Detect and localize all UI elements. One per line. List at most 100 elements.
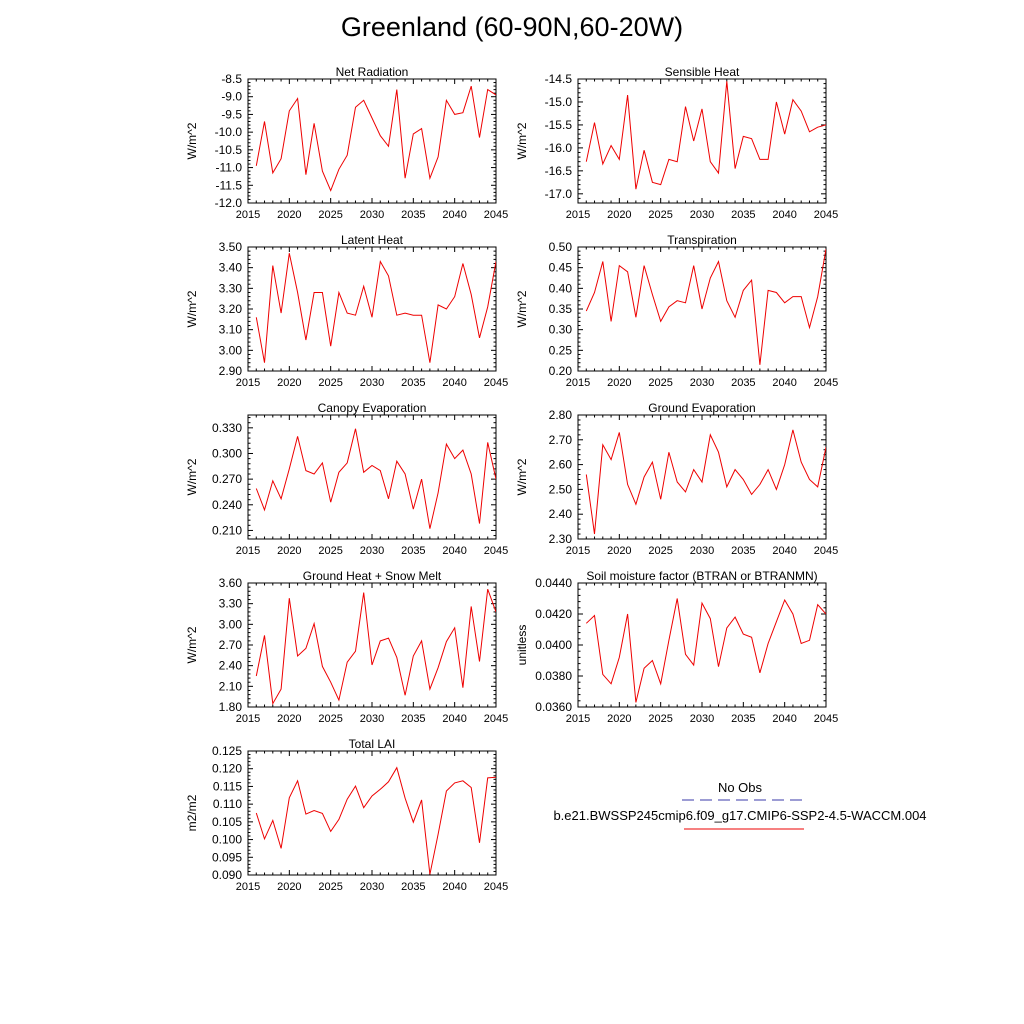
panel-3-ytick-label: 0.20 [549, 364, 573, 378]
panel-7-series-line [585, 598, 826, 703]
panel-3-ytick-label: 0.45 [549, 261, 573, 275]
panel-7-xtick-label: 2045 [814, 713, 838, 725]
panel-5-ytick-label: 2.80 [549, 408, 573, 422]
panel-6-xtick-label: 2030 [360, 713, 384, 725]
panel-5-series-line [585, 429, 826, 535]
panel-4-ylabel: W/m^2 [185, 458, 199, 495]
panel-3-xtick-label: 2035 [731, 377, 755, 389]
panel-2-title: Latent Heat [341, 233, 404, 247]
figure-title: Greenland (60-90N,60-20W) [340, 12, 684, 42]
legend-obs-label: No Obs [717, 780, 763, 795]
panel-8-frame [247, 750, 497, 876]
panel-3-ylabel: W/m^2 [515, 290, 529, 327]
panel-6-ytick-label: 3.30 [219, 597, 243, 611]
panel-7-ytick-label: 0.0360 [535, 700, 572, 714]
panel-5-ytick-label: 2.40 [549, 507, 573, 521]
panel-6-xtick-label: 2045 [484, 713, 508, 725]
panel-4-ytick-label: 0.270 [212, 472, 242, 486]
panel-4-ytick-label: 0.330 [212, 421, 242, 435]
panel-3-xtick-label: 2045 [814, 377, 838, 389]
panel-0-xtick-label: 2030 [360, 209, 384, 221]
panel-4-xtick-label: 2030 [360, 545, 384, 557]
panel-2-ytick-label: 3.30 [219, 281, 243, 295]
panel-1-ylabel: W/m^2 [515, 122, 529, 159]
panel-8-xtick-label: 2025 [318, 881, 342, 893]
panel-5-xtick-label: 2030 [690, 545, 714, 557]
panel-0-xtick-label: 2015 [236, 209, 260, 221]
panel-1-xtick-label: 2015 [566, 209, 590, 221]
panel-5-xtick-label: 2045 [814, 545, 838, 557]
panel-2-frame [247, 246, 497, 372]
panel-6-xtick-label: 2020 [277, 713, 301, 725]
panel-4-ytick-label: 0.300 [212, 446, 242, 460]
panel-7-xtick-label: 2015 [566, 713, 590, 725]
panel-8-ytick-label: 0.115 [213, 779, 242, 793]
panel-0-xtick-label: 2040 [442, 209, 466, 221]
panel-2-ytick-label: 3.40 [219, 261, 243, 275]
panel-8-xtick-label: 2040 [442, 881, 466, 893]
panel-8-ylabel: m2/m2 [185, 794, 199, 831]
panel-6-ytick-label: 2.40 [219, 659, 243, 673]
panel-0-xtick-label: 2045 [484, 209, 508, 221]
panel-1-ytick-label: -16.5 [545, 164, 573, 178]
panel-7-xtick-label: 2030 [690, 713, 714, 725]
panel-0-ytick-label: -10.0 [215, 125, 243, 139]
panel-1-xtick-label: 2025 [648, 209, 672, 221]
panel-4-frame [247, 414, 497, 540]
panel-5-ytick-label: 2.30 [549, 532, 573, 546]
panel-4-ytick-label: 0.210 [212, 523, 242, 537]
panel-3-xtick-label: 2030 [690, 377, 714, 389]
panel-2-series-line [255, 253, 496, 363]
panel-6-ytick-label: 2.70 [219, 638, 243, 652]
panel-7-ytick-label: 0.0380 [535, 669, 572, 683]
panel-5-ytick-label: 2.60 [549, 458, 573, 472]
panel-0-xtick-label: 2020 [277, 209, 301, 221]
panel-3-ytick-label: 0.25 [549, 343, 573, 357]
panel-4-ytick-label: 0.240 [212, 498, 242, 512]
panel-0-frame [247, 78, 497, 204]
panel-0-ytick-label: -8.5 [221, 72, 242, 86]
panel-2-ytick-label: 3.50 [219, 240, 243, 254]
panel-0-ytick-label: -9.5 [221, 107, 242, 121]
legend-case-swatch [684, 828, 804, 830]
panel-6-ytick-label: 3.00 [219, 617, 243, 631]
panel-3-series-line [585, 249, 826, 365]
panel-3-xtick-label: 2025 [648, 377, 672, 389]
panel-6-series-line [255, 589, 496, 706]
panel-8-xtick-label: 2020 [277, 881, 301, 893]
panel-8-ytick-label: 0.090 [212, 868, 242, 882]
panel-6-ytick-label: 3.60 [219, 576, 243, 590]
panel-8-xtick-label: 2035 [401, 881, 425, 893]
panel-7-ytick-label: 0.0420 [535, 607, 572, 621]
panel-6-xtick-label: 2040 [442, 713, 466, 725]
panel-1-frame [577, 78, 827, 204]
legend-obs-swatch [682, 799, 804, 801]
panel-7-xtick-label: 2040 [772, 713, 796, 725]
panel-0-ytick-label: -12.0 [215, 196, 243, 210]
panel-0-ylabel: W/m^2 [185, 122, 199, 159]
panel-6-xtick-label: 2025 [318, 713, 342, 725]
panel-5-xtick-label: 2040 [772, 545, 796, 557]
panel-8-ytick-label: 0.105 [212, 815, 242, 829]
panel-3-xtick-label: 2020 [607, 377, 631, 389]
panel-0-ytick-label: -10.5 [215, 143, 243, 157]
panel-2-xtick-label: 2035 [401, 377, 425, 389]
panel-2-ylabel: W/m^2 [185, 290, 199, 327]
panel-1-ytick-label: -16.0 [545, 141, 573, 155]
panel-8-ytick-label: 0.110 [213, 797, 242, 811]
panel-1-ytick-label: -15.0 [545, 95, 573, 109]
panel-7-xtick-label: 2035 [731, 713, 755, 725]
panel-3-ytick-label: 0.30 [549, 323, 573, 337]
panel-3-ytick-label: 0.40 [549, 281, 573, 295]
panel-2-xtick-label: 2015 [236, 377, 260, 389]
panel-8-xtick-label: 2015 [236, 881, 260, 893]
panel-4-xtick-label: 2035 [401, 545, 425, 557]
panel-4-xtick-label: 2040 [442, 545, 466, 557]
panel-0-ytick-label: -11.0 [216, 161, 243, 175]
panel-8-xtick-label: 2045 [484, 881, 508, 893]
panel-7-ylabel: unitless [515, 625, 529, 666]
panel-0-title: Net Radiation [336, 65, 409, 79]
panel-3-ytick-label: 0.50 [549, 240, 573, 254]
panel-2-xtick-label: 2025 [318, 377, 342, 389]
